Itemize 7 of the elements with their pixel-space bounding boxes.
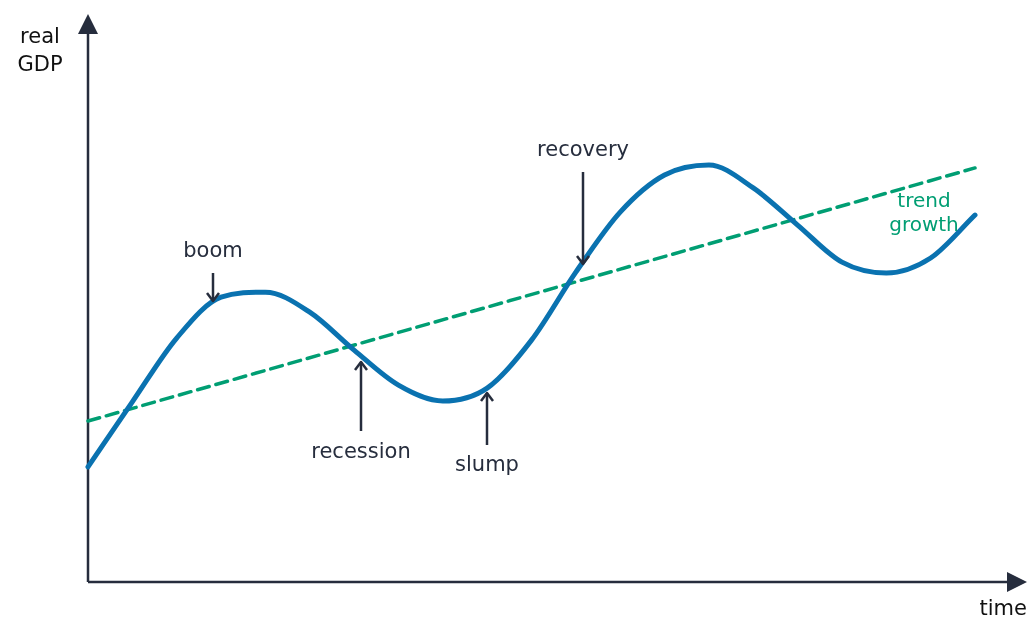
annotation: boom	[182, 237, 244, 263]
y-axis-title: real GDP	[16, 23, 64, 78]
annotation: slump	[455, 452, 519, 476]
annotation: recession	[310, 438, 412, 464]
text: recovery	[536, 136, 630, 162]
series-label: trend growth	[888, 188, 960, 236]
x-axis-title: time	[979, 596, 1027, 620]
